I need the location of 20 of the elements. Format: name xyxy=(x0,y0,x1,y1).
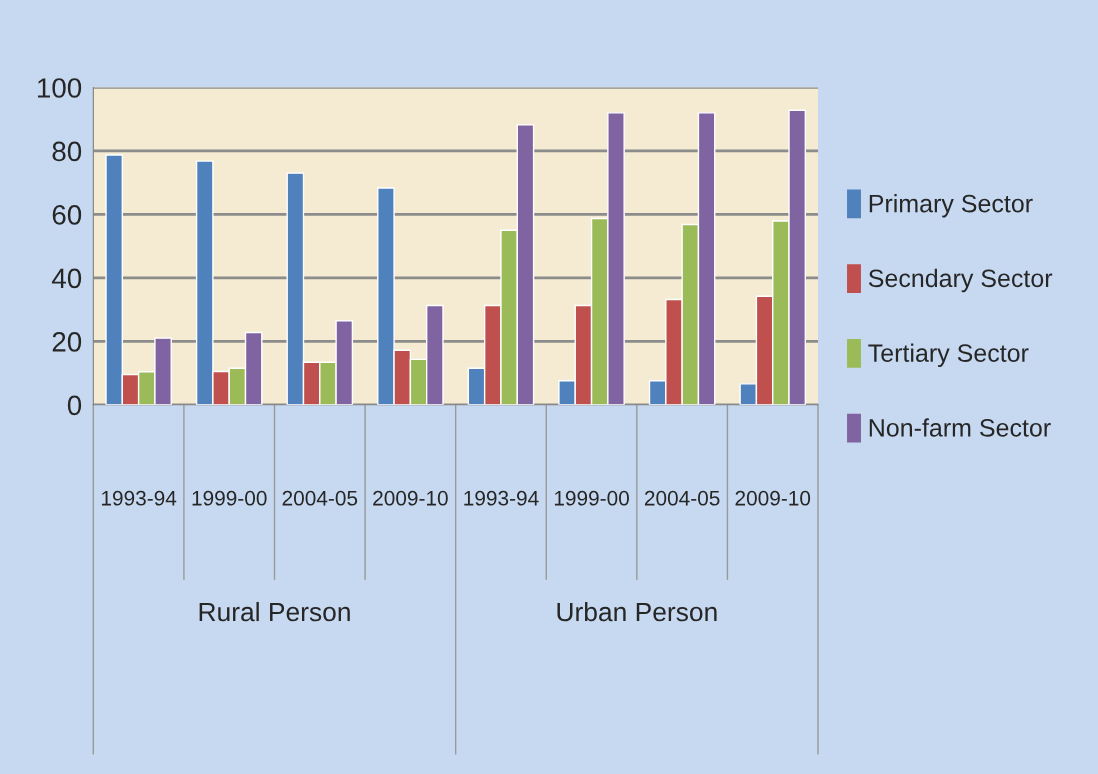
legend-label: Tertiary Sector xyxy=(868,343,1029,367)
x-tick-label: 1999-00 xyxy=(192,490,267,506)
x-tick-label: 1999-00 xyxy=(554,490,629,506)
legend-label: Primary Sector xyxy=(869,194,1033,218)
text: Urban Person xyxy=(557,601,717,622)
y-tick-label: 100 xyxy=(38,78,82,98)
y-tick-label: 40 xyxy=(51,268,82,289)
x-tick-label: 1993-94 xyxy=(101,490,177,506)
y-tick-label: 60 xyxy=(52,205,82,225)
x-tick-label: 2004-05 xyxy=(644,490,720,506)
legend-label: Secndary Sector xyxy=(868,268,1053,293)
y-tick-label: 0 xyxy=(67,395,82,416)
y-tick-label: 20 xyxy=(52,332,82,352)
y-tick-label: 80 xyxy=(52,141,82,162)
x-tick-label: 2009-10 xyxy=(735,490,811,506)
x-tick-label: 2009-10 xyxy=(373,490,448,506)
text: Rural Person xyxy=(199,601,350,622)
legend-label: Non-farm Sector xyxy=(869,418,1051,437)
x-tick-label: 2004-05 xyxy=(282,490,358,506)
x-tick-label: 1993-94 xyxy=(464,490,539,506)
